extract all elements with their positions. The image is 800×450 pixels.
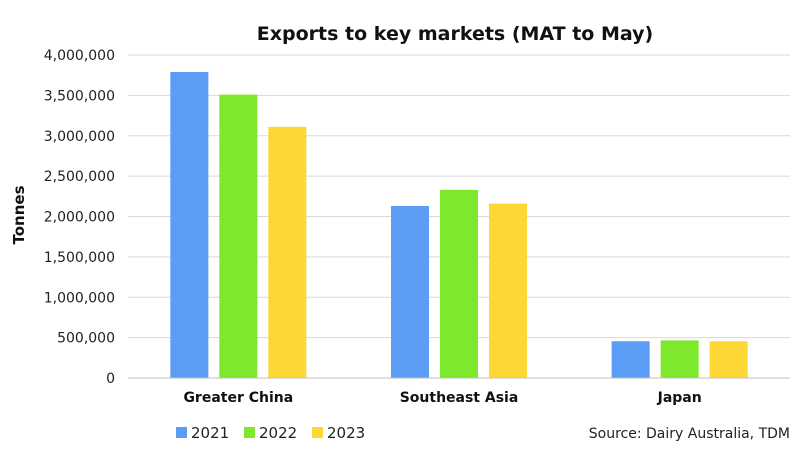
- y-tick-label: 4,000,000: [44, 48, 115, 64]
- x-tick-label: Southeast Asia: [400, 390, 519, 406]
- legend: 2021 2022 2023: [176, 424, 365, 442]
- y-axis-ticks: 0 500,000 1,000,000 1,500,000 2,000,000 2,500…: [44, 48, 115, 387]
- y-tick-label: 1,500,000: [44, 250, 115, 266]
- y-axis-label: Tonnes: [10, 185, 28, 244]
- chart-title: Exports to key markets (MAT to May): [257, 23, 653, 45]
- y-tick-label: 2,000,000: [44, 210, 115, 226]
- y-tick-label: 1,000,000: [44, 290, 115, 306]
- x-axis-ticks: Greater China Southeast Asia Japan: [183, 390, 701, 406]
- x-tick-label: Greater China: [183, 390, 293, 406]
- bar-2021-japan: [611, 341, 650, 378]
- source-note: Source: Dairy Australia, TDM: [589, 426, 790, 442]
- bars: [170, 71, 748, 379]
- y-tick-label: 3,500,000: [44, 88, 115, 104]
- bar-2023-japan: [709, 341, 748, 378]
- bar-2021-greater-china: [170, 71, 209, 379]
- y-tick-label: 3,000,000: [44, 129, 115, 145]
- bar-2022-greater-china: [219, 94, 258, 378]
- y-tick-label: 500,000: [57, 331, 115, 347]
- y-tick-label: 2,500,000: [44, 169, 115, 185]
- legend-label: 2021: [191, 424, 229, 442]
- bar-2021-southeast-asia: [391, 206, 429, 378]
- bar-2022-southeast-asia: [440, 189, 478, 378]
- y-tick-label: 0: [106, 371, 115, 387]
- x-tick-label: Japan: [657, 390, 702, 406]
- bar-2023-greater-china: [268, 126, 307, 379]
- legend-swatch-2021: [176, 427, 187, 438]
- bar-2022-japan: [660, 340, 699, 378]
- bar-2023-southeast-asia: [489, 203, 527, 378]
- legend-swatch-2023: [312, 427, 323, 438]
- legend-label: 2023: [327, 424, 365, 442]
- legend-label: 2022: [259, 424, 297, 442]
- legend-swatch-2022: [244, 427, 255, 438]
